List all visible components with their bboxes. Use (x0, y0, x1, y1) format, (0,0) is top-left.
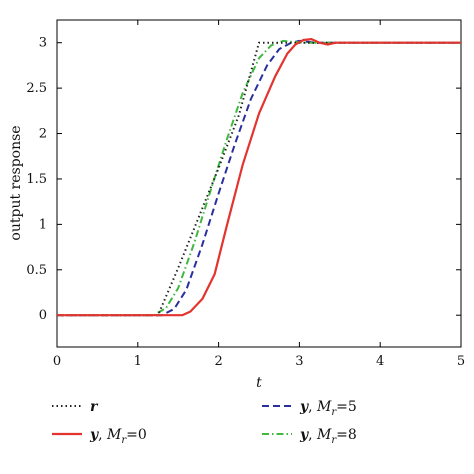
series-line-1 (57, 38, 461, 317)
legend: r y, Mr=0 y, Mr=5 y, Mr=8 (52, 399, 357, 446)
legend-label: r (90, 399, 99, 415)
series-layer (57, 38, 461, 317)
legend-label: y, Mr=5 (299, 399, 357, 418)
x-tick-label: 2 (214, 354, 222, 369)
y-tick-label: 0.5 (26, 263, 47, 278)
y-tick-label: 3 (39, 36, 47, 51)
x-tick-label: 1 (134, 354, 142, 369)
x-tick-label: 0 (53, 354, 61, 369)
x-tick-label: 4 (376, 354, 384, 369)
plot-area (56, 19, 462, 348)
plot-frame (56, 19, 462, 348)
x-axis-label: t (256, 375, 262, 391)
series-line-2 (57, 39, 461, 317)
ticks: 0 1 2 3 4 5 0 0.5 1 1.5 2 2.5 3 (26, 20, 465, 369)
y-axis-label: output response (8, 125, 24, 240)
y-tick-label: 2 (39, 127, 47, 142)
legend-label: y, Mr=0 (89, 427, 147, 446)
y-tick-label: 0 (39, 308, 47, 323)
series-line-0 (57, 41, 461, 317)
x-tick-label: 5 (457, 354, 465, 369)
y-tick-label: 2.5 (26, 81, 47, 96)
x-tick-label: 3 (295, 354, 303, 369)
y-tick-label: 1.5 (26, 172, 47, 187)
legend-label: y, Mr=8 (299, 427, 357, 446)
series-line-3 (57, 39, 461, 317)
y-tick-label: 1 (39, 217, 47, 232)
